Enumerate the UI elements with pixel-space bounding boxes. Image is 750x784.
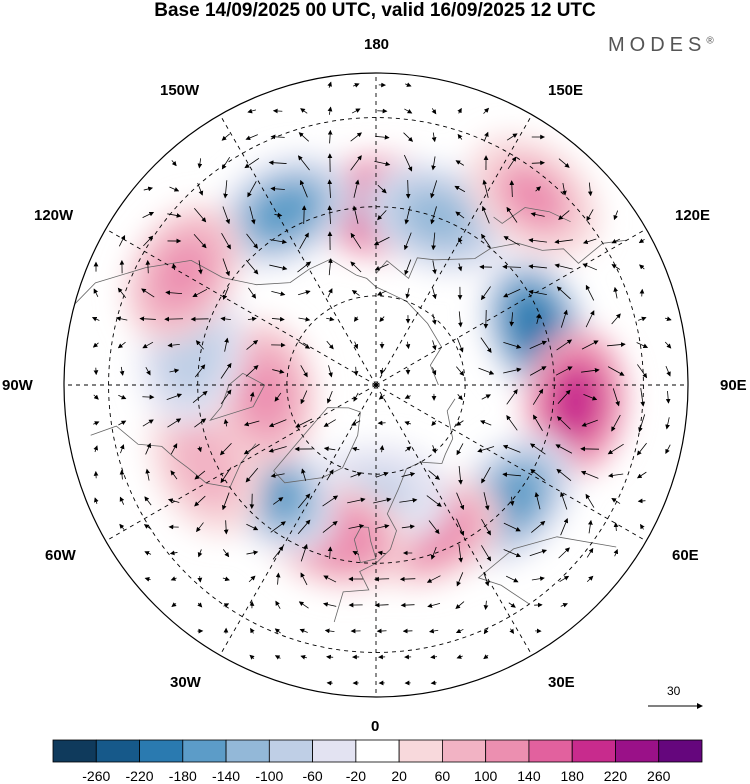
colorbar-swatch-2 [140, 740, 183, 762]
lon-label-150w: 150W [160, 82, 199, 99]
colorbar-swatch-5 [269, 740, 312, 762]
colorbar-tick-label: 60 [435, 768, 451, 784]
lon-label-180: 180 [364, 36, 389, 53]
colorbar-tick-label: -20 [346, 768, 366, 784]
colorbar-tick-label: -140 [212, 768, 240, 784]
colorbar-tick-label: 140 [517, 768, 540, 784]
reference-vector-label: 30 [667, 684, 680, 698]
colorbar-swatch-8 [399, 740, 442, 762]
lon-label-150e: 150E [548, 82, 583, 99]
colorbar-swatch-10 [486, 740, 529, 762]
colorbar-swatch-14 [659, 740, 702, 762]
colorbar-tick-label: -260 [82, 768, 110, 784]
lon-label-30e: 30E [548, 674, 575, 691]
lon-label-90w: 90W [2, 377, 33, 394]
colorbar-tick-label: 260 [647, 768, 670, 784]
lon-label-60e: 60E [672, 547, 699, 564]
lon-label-120e: 120E [675, 207, 710, 224]
colorbar-swatch-6 [313, 740, 356, 762]
lon-label-30w: 30W [170, 674, 201, 691]
colorbar-swatch-1 [96, 740, 139, 762]
colorbar-tick-label: 20 [391, 768, 407, 784]
colorbar-tick-label: -60 [302, 768, 322, 784]
colorbar-swatch-7 [356, 740, 399, 762]
colorbar-swatch-13 [615, 740, 658, 762]
colorbar-tick-label: 100 [474, 768, 497, 784]
colorbar-swatch-11 [529, 740, 572, 762]
lon-label-90e: 90E [720, 377, 747, 394]
colorbar-tick-label: -180 [169, 768, 197, 784]
lon-label-0: 0 [371, 718, 379, 735]
wind-vector [642, 290, 643, 297]
colorbar-swatch-0 [53, 740, 96, 762]
colorbar-swatch-4 [226, 740, 269, 762]
lon-label-60w: 60W [45, 547, 76, 564]
lon-label-120w: 120W [34, 207, 73, 224]
wind-vector [431, 683, 436, 684]
colorbar-swatch-12 [572, 740, 615, 762]
colorbar [53, 740, 702, 762]
colorbar-tick-label: 220 [604, 768, 627, 784]
colorbar-tick-label: -220 [126, 768, 154, 784]
colorbar-swatch-3 [183, 740, 226, 762]
colorbar-swatch-9 [442, 740, 485, 762]
colorbar-tick-label: -100 [255, 768, 283, 784]
colorbar-tick-label: 180 [561, 768, 584, 784]
